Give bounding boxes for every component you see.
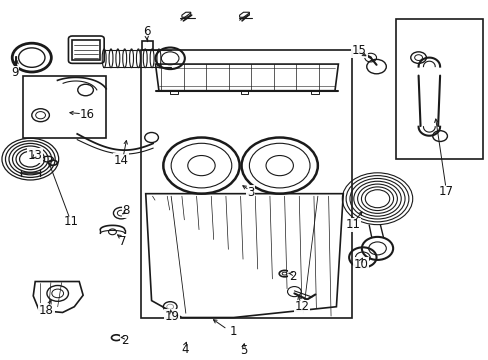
Text: 2: 2 [121,334,128,347]
Text: 9: 9 [11,66,19,79]
Text: 3: 3 [246,186,254,199]
Bar [240,91,248,94]
Text: 19: 19 [164,310,179,323]
Text: 7: 7 [119,235,127,248]
Text: 15: 15 [351,44,366,57]
Bar [311,91,319,94]
Text: 10: 10 [353,258,367,271]
Bar [169,91,177,94]
Text: 4: 4 [181,343,188,356]
Text: 12: 12 [294,300,309,313]
Text: 16: 16 [80,108,94,121]
Bar [23,76,105,138]
Text: 8: 8 [122,204,130,217]
Text: 17: 17 [438,185,452,198]
Text: 11: 11 [345,219,360,231]
Bar [141,50,351,318]
Text: 13: 13 [28,149,42,162]
Text: 18: 18 [39,304,54,317]
Text: 14: 14 [114,154,128,167]
Bar [395,19,482,159]
Text: 5: 5 [239,345,247,357]
Text: 2: 2 [288,270,296,283]
Text: 1: 1 [229,325,237,338]
Text: 11: 11 [63,215,78,228]
Bar [142,41,152,50]
Text: 6: 6 [142,25,150,38]
